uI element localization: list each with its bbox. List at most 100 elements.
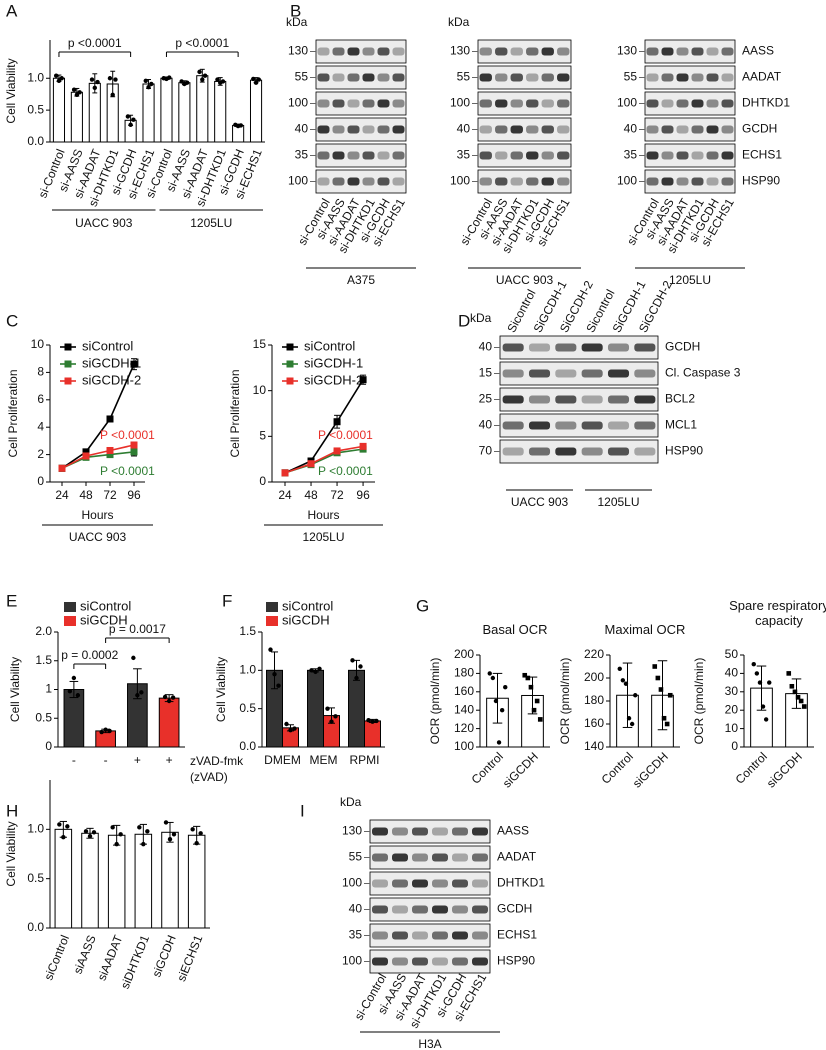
row-label: HSP90 (742, 174, 780, 188)
bar (63, 689, 85, 748)
y-axis-label: Cell Viability (8, 657, 22, 722)
blot-band (392, 151, 405, 160)
y-tick-label: 180 (454, 666, 474, 680)
legend-swatch (64, 602, 76, 612)
y-tick-label: 10 (253, 383, 267, 397)
annotation: p <0.0001 (175, 36, 229, 50)
bar (178, 82, 191, 143)
marker (359, 376, 367, 384)
data-point (256, 77, 262, 82)
blot-band (372, 853, 388, 862)
blot-band (581, 395, 603, 404)
blot-band (412, 905, 428, 914)
y-tick-label: 8 (37, 365, 44, 379)
bar (81, 832, 99, 929)
y-tick-label: 30 (725, 684, 739, 698)
data-point (74, 92, 80, 98)
blot-band (528, 343, 551, 352)
blot-band (347, 99, 360, 108)
kda-label: 70 (479, 444, 493, 458)
blot-band (472, 879, 488, 888)
row-label: BCL2 (665, 392, 695, 406)
blot-band (432, 905, 448, 914)
kda-label: 100 (617, 96, 637, 110)
data-point (284, 721, 289, 727)
kda-label: 100 (617, 174, 637, 188)
blot-band (452, 853, 468, 862)
blot-band (452, 827, 468, 836)
data-point (139, 690, 144, 695)
blot-band (332, 125, 345, 134)
legend-label: siControl (282, 598, 333, 613)
row-label: DHTKD1 (497, 876, 545, 890)
blot-band (377, 151, 390, 160)
row-label: DHTKD1 (742, 96, 790, 110)
data-point (789, 683, 795, 689)
marker (130, 448, 138, 456)
marker (106, 451, 114, 459)
panel-label: F (222, 591, 232, 610)
blot-band (372, 957, 388, 966)
y-tick-label: 10 (725, 721, 739, 735)
y-tick-label: 5 (259, 429, 266, 443)
bar (364, 720, 381, 748)
legend-swatch (286, 343, 294, 351)
bar (214, 80, 227, 143)
data-point (87, 834, 93, 839)
data-point (71, 87, 77, 92)
blot-band (347, 125, 360, 134)
blot-band (661, 177, 674, 186)
blot-band (502, 447, 524, 456)
data-point (767, 680, 772, 685)
data-point (786, 671, 792, 676)
blot-band (541, 125, 554, 134)
blot-band (721, 125, 734, 134)
data-point (141, 841, 146, 847)
data-point (317, 666, 322, 671)
kda-label: 130 (288, 44, 308, 58)
blot-band (541, 151, 554, 160)
blot-band (332, 151, 345, 160)
blot-band (706, 47, 719, 56)
x-tick-label: siECHS1 (174, 933, 205, 984)
line (284, 379, 364, 474)
data-point (92, 85, 97, 91)
blot-band (392, 125, 405, 134)
x-axis-label: Hours (307, 508, 339, 522)
data-point (760, 704, 766, 709)
y-tick-label: 0 (45, 739, 52, 753)
blot-band (526, 47, 539, 56)
blot-band (528, 447, 551, 456)
blot-band (555, 421, 577, 430)
y-tick-label: 20 (725, 702, 739, 716)
blot-band (432, 827, 448, 836)
data-point (170, 695, 176, 700)
blot-band (362, 151, 375, 160)
bar (142, 83, 155, 143)
blot-band (557, 151, 570, 160)
blot-band (541, 47, 554, 56)
blot-band (528, 369, 551, 378)
blot-band (377, 73, 390, 82)
group-label: 1205LU (597, 495, 639, 509)
data-point (83, 829, 89, 834)
blot-band (555, 369, 577, 378)
data-point (190, 827, 195, 832)
data-point (162, 694, 168, 700)
y-tick-label: 6 (37, 392, 44, 406)
blot-band (392, 879, 408, 888)
data-point (167, 837, 173, 842)
blot-band (372, 879, 388, 888)
blot-band (646, 177, 659, 186)
chart-title: Spare respiratory capacity (729, 598, 826, 628)
data-point (358, 664, 363, 669)
data-point (370, 719, 375, 724)
group-label: A375 (347, 273, 375, 287)
y-tick-label: 160 (584, 716, 604, 730)
blot-band (510, 47, 523, 56)
data-point (114, 841, 119, 847)
kda-label: 40 (624, 122, 638, 136)
chart-title-box: Spare respiratory capacity (729, 598, 826, 628)
blot-band (472, 827, 488, 836)
data-point (184, 80, 190, 85)
